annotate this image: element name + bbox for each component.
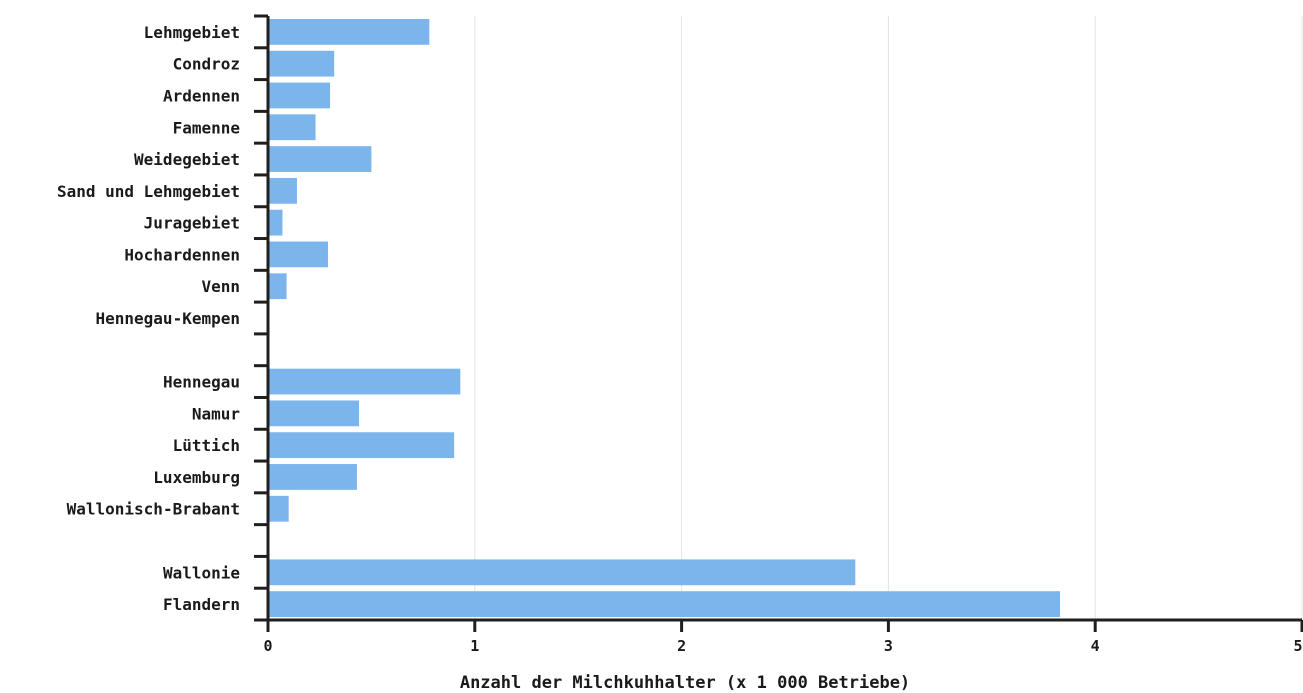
- bar-wallonie: [268, 559, 856, 586]
- x-tick-label: 4: [1091, 637, 1100, 655]
- bar-sand-und-lehmgebiet: [268, 177, 297, 204]
- x-tick-label: 2: [677, 637, 686, 655]
- bar-namur: [268, 400, 359, 427]
- x-tick-label: 1: [470, 637, 479, 655]
- category-label: Sand und Lehmgebiet: [57, 182, 240, 201]
- category-label: Hochardennen: [124, 245, 240, 264]
- category-label: Wallonisch-Brabant: [67, 500, 240, 519]
- category-label: Condroz: [173, 55, 240, 74]
- bars: [268, 19, 1061, 617]
- category-label: Lehmgebiet: [144, 23, 240, 42]
- x-tick-label: 0: [263, 637, 272, 655]
- bar-juragebiet: [268, 209, 283, 236]
- gridlines: [474, 16, 1303, 620]
- bar-hochardennen: [268, 241, 328, 268]
- bar-weidegebiet: [268, 146, 372, 172]
- category-label: Wallonie: [163, 563, 240, 582]
- category-label: Ardennen: [163, 86, 240, 105]
- bar-hennegau: [268, 368, 461, 395]
- axes: [254, 14, 1303, 632]
- bar-ardennen: [268, 82, 331, 109]
- bar-venn: [268, 273, 287, 300]
- x-tick-label: 3: [884, 637, 893, 655]
- x-tick-labels: 0 1 2 3 4 5: [263, 637, 1302, 655]
- category-label: Famenne: [173, 118, 240, 137]
- category-label: Luxemburg: [153, 468, 240, 487]
- bar-famenne: [268, 114, 316, 141]
- bar-flandern: [268, 591, 1061, 617]
- category-label: Hennegau: [163, 373, 240, 392]
- category-label: Hennegau-Kempen: [96, 309, 241, 328]
- x-tick-label: 5: [1293, 637, 1302, 655]
- x-axis-title: Anzahl der Milchkuhhalter (x 1 000 Betri…: [460, 673, 910, 693]
- bar-lüttich: [268, 432, 455, 459]
- category-label: Venn: [201, 277, 240, 296]
- category-labels: Lehmgebiet Condroz Ardennen Famenne Weidegeb…: [57, 23, 240, 614]
- bar-condroz: [268, 50, 335, 77]
- category-label: Flandern: [163, 595, 240, 614]
- category-label: Lüttich: [173, 436, 240, 455]
- bar-wallonisch-brabant: [268, 495, 289, 522]
- bar-lehmgebiet: [268, 19, 430, 45]
- category-label: Weidegebiet: [134, 150, 240, 169]
- category-label: Namur: [192, 404, 240, 423]
- bar-luxemburg: [268, 464, 357, 490]
- category-label: Juragebiet: [144, 214, 240, 233]
